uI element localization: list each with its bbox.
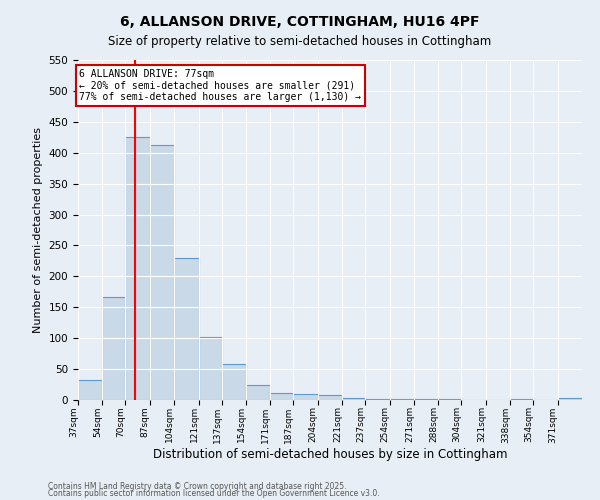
Bar: [342, 398, 365, 400]
Text: Size of property relative to semi-detached houses in Cottingham: Size of property relative to semi-detach…: [109, 35, 491, 48]
Bar: [103, 297, 125, 400]
X-axis label: Distribution of semi-detached houses by size in Cottingham: Distribution of semi-detached houses by …: [153, 448, 507, 461]
Y-axis label: Number of semi-detached properties: Number of semi-detached properties: [33, 127, 43, 333]
Text: 6, ALLANSON DRIVE, COTTINGHAM, HU16 4PF: 6, ALLANSON DRIVE, COTTINGHAM, HU16 4PF: [120, 15, 480, 29]
Bar: [221, 364, 246, 400]
Bar: [78, 380, 103, 400]
Bar: [174, 258, 199, 400]
Bar: [150, 144, 174, 400]
Text: Contains public sector information licensed under the Open Government Licence v3: Contains public sector information licen…: [48, 489, 380, 498]
Text: 6 ALLANSON DRIVE: 77sqm
← 20% of semi-detached houses are smaller (291)
77% of s: 6 ALLANSON DRIVE: 77sqm ← 20% of semi-de…: [79, 70, 361, 102]
Bar: [271, 393, 293, 400]
Bar: [365, 399, 389, 400]
Bar: [199, 337, 221, 400]
Bar: [125, 138, 150, 400]
Text: Contains HM Land Registry data © Crown copyright and database right 2025.: Contains HM Land Registry data © Crown c…: [48, 482, 347, 491]
Bar: [246, 384, 271, 400]
Bar: [318, 395, 342, 400]
Bar: [293, 394, 318, 400]
Bar: [557, 398, 582, 400]
